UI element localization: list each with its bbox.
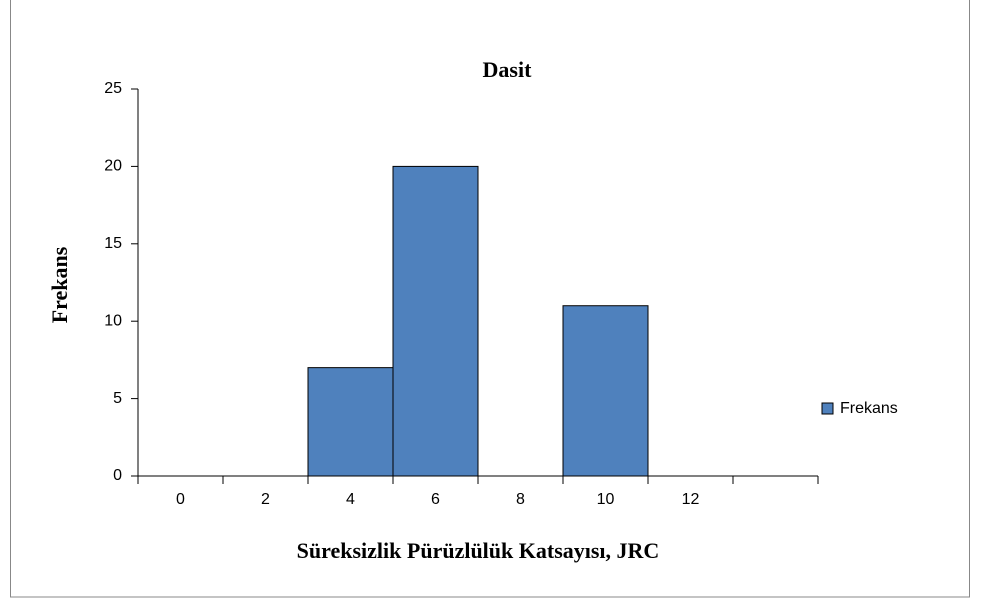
x-tick-label: 12 [682, 491, 700, 508]
x-tick-label: 10 [597, 491, 615, 508]
x-tick-label: 6 [431, 491, 440, 508]
y-tick-label: 10 [104, 312, 122, 329]
bar [562, 305, 649, 477]
bar [307, 367, 394, 477]
x-tick-label: 0 [176, 491, 185, 508]
y-tick-label: 0 [113, 467, 122, 484]
x-axis-label: Süreksizlik Pürüzlülük Katsayısı, JRC [297, 538, 660, 563]
y-tick-label: 25 [104, 80, 122, 97]
x-tick-label: 4 [346, 491, 355, 508]
y-tick-label: 15 [104, 235, 122, 252]
legend-swatch [821, 402, 834, 415]
chart-border [10, 0, 970, 598]
x-tick-label: 2 [261, 491, 270, 508]
y-tick-label: 5 [113, 390, 122, 407]
bar [392, 165, 479, 477]
x-tick-label: 8 [516, 491, 525, 508]
legend-label: Frekans [840, 400, 898, 417]
chart-title: Dasit [483, 57, 533, 82]
y-tick-label: 20 [104, 158, 122, 175]
y-axis-label: Frekans [47, 246, 72, 323]
